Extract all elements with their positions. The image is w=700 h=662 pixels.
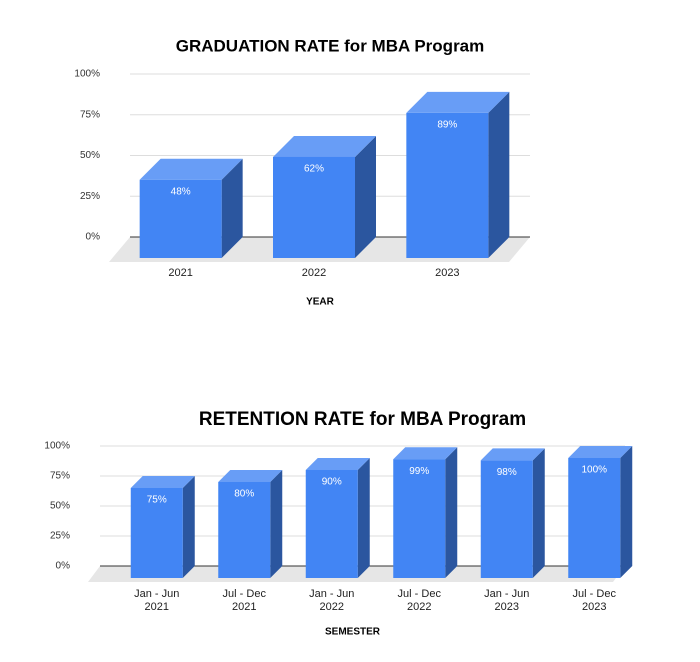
bar [406, 112, 489, 259]
value-label: 48% [171, 186, 191, 197]
value-label: 99% [409, 466, 429, 477]
x-tick-label: Jan - Jun 2021 [134, 588, 180, 613]
bar-side [488, 91, 510, 259]
x-axis-title: YEAR [306, 297, 335, 308]
bar-top [568, 446, 633, 458]
bar [273, 156, 355, 258]
x-axis-title: SEMESTER [325, 627, 381, 638]
bar [305, 470, 358, 578]
bar [393, 459, 446, 578]
y-tick-label: 25% [50, 531, 70, 542]
y-tick-label: 0% [56, 561, 71, 572]
y-tick-label: 25% [80, 191, 100, 202]
value-label: 98% [497, 467, 517, 478]
bar-side [620, 446, 633, 578]
bar-top [139, 158, 243, 180]
bar-top [480, 448, 545, 461]
bar-top [393, 447, 458, 460]
y-tick-label: 75% [80, 109, 100, 120]
value-label: 89% [437, 120, 457, 131]
y-tick-label: 0% [86, 232, 101, 243]
chart-title: RETENTION RATE for MBA Program [199, 409, 526, 430]
bar [218, 482, 271, 578]
x-tick-label: 2021 [168, 267, 193, 279]
x-tick-label: Jul - Dec 2023 [572, 588, 616, 613]
y-tick-label: 100% [44, 441, 70, 452]
bar-side [357, 458, 370, 578]
bar-side [355, 135, 376, 258]
bar-side [270, 470, 283, 578]
y-tick-label: 75% [50, 471, 70, 482]
bar-side [532, 448, 545, 578]
value-label: 75% [147, 495, 167, 506]
x-tick-label: 2022 [301, 267, 327, 279]
bar-side [445, 447, 458, 578]
bar [480, 460, 533, 578]
x-tick-label: Jan - Jun 2022 [309, 588, 355, 613]
x-tick-label: Jul - Dec 2022 [397, 588, 441, 613]
bar-side [182, 476, 195, 578]
value-label: 62% [304, 164, 324, 175]
x-tick-label: Jan - Jun 2023 [484, 588, 530, 613]
x-tick-label: 2023 [435, 267, 460, 279]
y-tick-label: 100% [74, 69, 100, 80]
bar [139, 179, 222, 258]
y-tick-label: 50% [50, 501, 70, 512]
bar [130, 488, 183, 578]
y-tick-label: 50% [80, 150, 100, 161]
chart-title: GRADUATION RATE for MBA Program [176, 36, 485, 55]
value-label: 100% [581, 465, 607, 476]
bar [568, 458, 621, 578]
bar-top [218, 470, 283, 482]
bar-top [305, 458, 370, 470]
bar-top [406, 91, 510, 113]
value-label: 90% [322, 477, 342, 488]
value-label: 80% [234, 489, 254, 500]
x-tick-label: Jul - Dec 2021 [222, 588, 266, 613]
bar-top [273, 135, 376, 157]
bar-side [221, 158, 243, 258]
bar-top [130, 476, 195, 488]
